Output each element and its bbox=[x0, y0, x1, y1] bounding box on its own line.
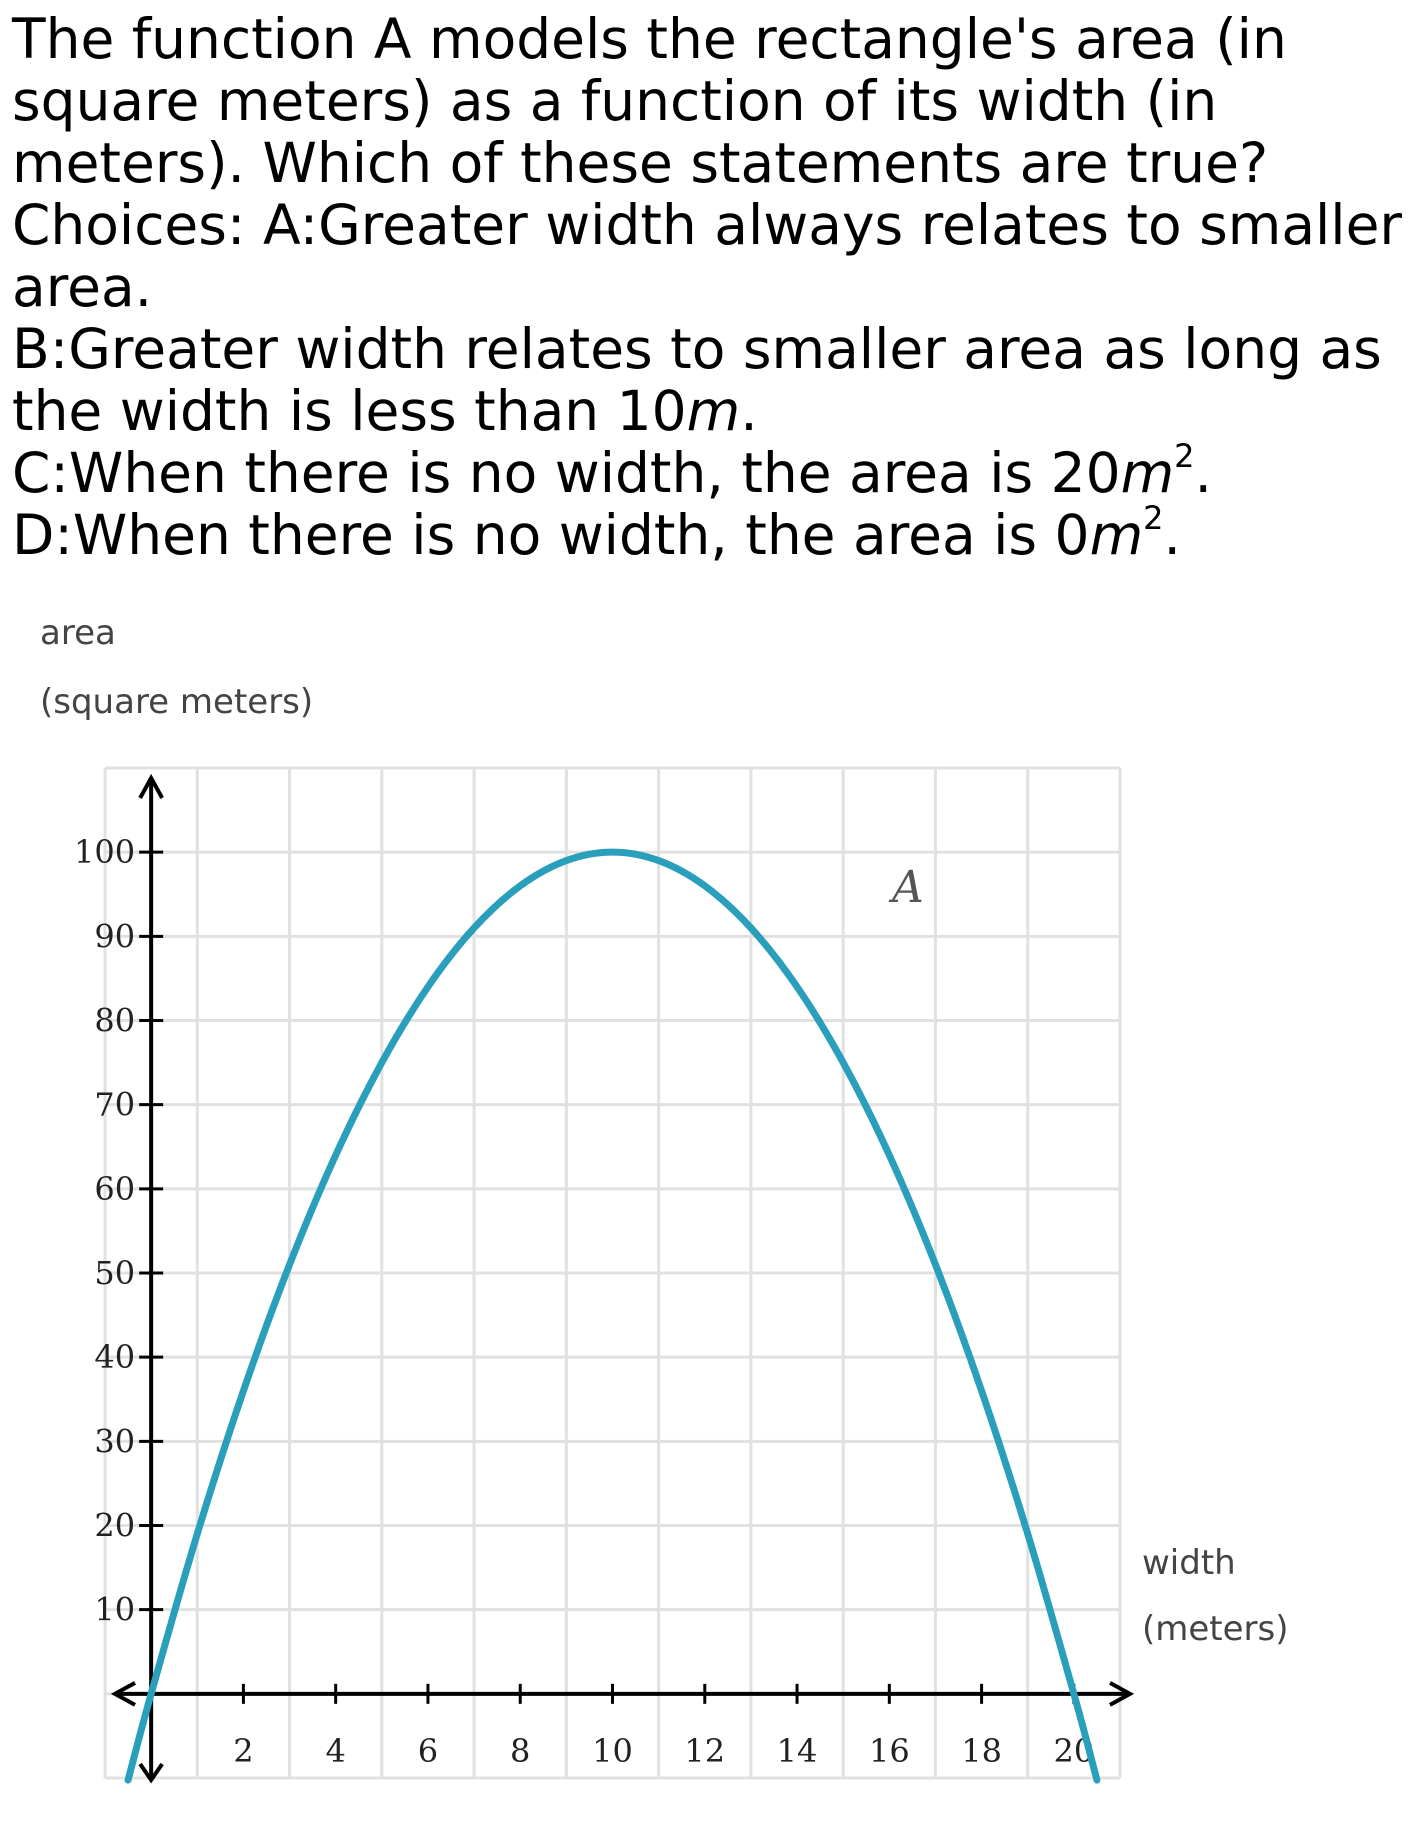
x-axis-title-line1: width bbox=[1142, 1543, 1236, 1583]
y-axis-top-arrow bbox=[138, 773, 164, 799]
y-tick-label: 50 bbox=[94, 1254, 135, 1292]
x-tick-label: 12 bbox=[684, 1732, 725, 1770]
grid bbox=[103, 766, 1122, 1780]
y-axis-bottom-arrow bbox=[138, 1762, 164, 1784]
x-axis-title-line2: (meters) bbox=[1142, 1609, 1289, 1649]
question-line: square meters) as a function of its widt… bbox=[12, 69, 1218, 133]
choice-d-text: D:When there is no width, the area is 0 bbox=[12, 503, 1090, 567]
x-tick-label: 14 bbox=[777, 1732, 818, 1770]
y-tick-label: 100 bbox=[74, 833, 135, 871]
y-tick-label: 90 bbox=[94, 917, 135, 955]
x-tick-label: 16 bbox=[869, 1732, 910, 1770]
choice-d-unit: m bbox=[1089, 503, 1144, 567]
y-tick-label: 60 bbox=[94, 1170, 135, 1208]
choice-b-text: the width is less than 10 bbox=[12, 379, 687, 443]
y-tick-label: 10 bbox=[94, 1591, 135, 1629]
choice-d-exponent: 2 bbox=[1143, 498, 1164, 537]
x-tick-label: 4 bbox=[326, 1732, 346, 1770]
choice-c-end: . bbox=[1194, 441, 1213, 505]
axes bbox=[110, 773, 1135, 1784]
series-a-line bbox=[124, 848, 1101, 1784]
question-line: The function A models the rectangle's ar… bbox=[12, 7, 1287, 71]
x-tick-label: 10 bbox=[592, 1732, 633, 1770]
choice-b-line: B:Greater width relates to smaller area … bbox=[12, 317, 1382, 381]
x-axis-left-arrow bbox=[110, 1681, 136, 1707]
x-tick-label: 2 bbox=[233, 1732, 253, 1770]
curve-label: A bbox=[888, 862, 924, 913]
y-axis-title-line1: area bbox=[40, 613, 116, 653]
choices-line: area. bbox=[12, 255, 153, 319]
y-tick-label: 30 bbox=[94, 1422, 135, 1460]
choice-c-line: C:When there is no width, the area is 20… bbox=[12, 440, 1422, 505]
x-tick-label: 8 bbox=[510, 1732, 530, 1770]
choices-line: Choices: A:Greater width always relates … bbox=[12, 193, 1403, 257]
y-tick-label: 20 bbox=[94, 1507, 135, 1545]
choice-c-exponent: 2 bbox=[1174, 436, 1195, 475]
choice-c-text: C:When there is no width, the area is 20 bbox=[12, 441, 1121, 505]
choice-d-line: D:When there is no width, the area is 0m… bbox=[12, 502, 1422, 567]
question-line: meters). Which of these statements are t… bbox=[12, 131, 1269, 195]
y-tick-label: 70 bbox=[94, 1086, 135, 1124]
choice-c-unit: m bbox=[1120, 441, 1175, 505]
choice-b-end: . bbox=[740, 379, 758, 443]
x-tick-label: 18 bbox=[961, 1732, 1002, 1770]
chart: 2 4 6 8 10 12 14 16 18 20 10 20 30 40 50 60 70 80 90 100 ar… bbox=[0, 610, 1428, 1826]
question-text: The function A models the rectangle's ar… bbox=[12, 8, 1422, 566]
choice-b-line: the width is less than 10m. bbox=[12, 380, 1422, 442]
y-axis-title-line2: (square meters) bbox=[40, 682, 313, 722]
y-tick-label: 80 bbox=[94, 1002, 135, 1040]
series bbox=[124, 848, 1101, 1784]
choice-b-unit: m bbox=[686, 379, 741, 443]
x-axis-right-arrow bbox=[1109, 1681, 1135, 1707]
y-tick-label: 40 bbox=[94, 1338, 135, 1376]
x-tick-label: 6 bbox=[418, 1732, 438, 1770]
choice-d-end: . bbox=[1163, 503, 1181, 567]
